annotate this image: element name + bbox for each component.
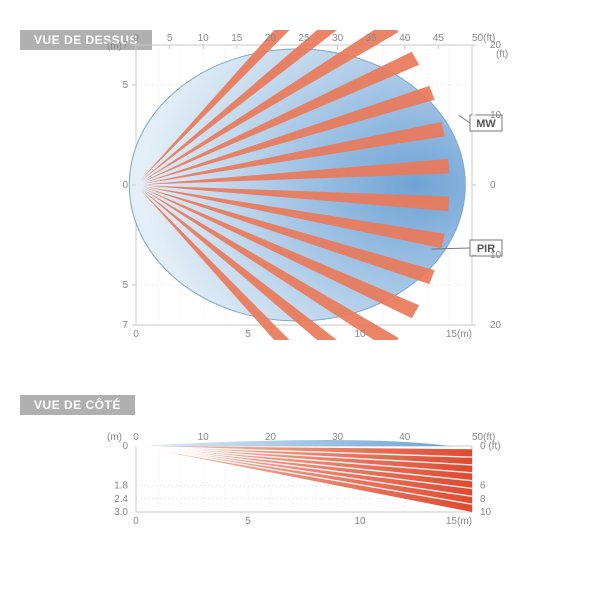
svg-text:0 (ft): 0 (ft) [480, 441, 501, 452]
svg-text:10: 10 [198, 432, 210, 443]
svg-text:0: 0 [133, 432, 139, 443]
svg-text:0: 0 [122, 441, 128, 452]
svg-text:0: 0 [490, 180, 496, 191]
svg-text:15(m): 15(m) [446, 329, 472, 340]
svg-text:20: 20 [490, 40, 502, 51]
svg-text:0: 0 [133, 33, 139, 44]
svg-text:10: 10 [198, 33, 210, 44]
svg-text:(m): (m) [107, 432, 122, 443]
svg-text:7: 7 [122, 320, 128, 331]
top-view-diagram: MWPIR(m)05101520253035404550(ft)(ft)2010… [100, 30, 520, 340]
svg-text:35: 35 [366, 33, 378, 44]
svg-text:20: 20 [265, 432, 277, 443]
svg-text:3.0: 3.0 [114, 507, 128, 518]
svg-text:30: 30 [332, 33, 344, 44]
svg-text:10: 10 [490, 110, 502, 121]
svg-text:0: 0 [122, 180, 128, 191]
svg-text:5: 5 [245, 329, 251, 340]
svg-text:45: 45 [433, 33, 445, 44]
svg-text:30: 30 [332, 432, 344, 443]
svg-text:10: 10 [480, 507, 492, 518]
svg-text:1.8: 1.8 [114, 481, 128, 492]
svg-text:5: 5 [167, 33, 173, 44]
svg-text:5: 5 [122, 80, 128, 91]
svg-text:6: 6 [480, 481, 486, 492]
svg-text:0: 0 [133, 516, 139, 527]
side-view-diagram: (m)01020304050(ft)051015(m)01.82.43.00 (… [100, 420, 520, 560]
svg-text:10: 10 [490, 250, 502, 261]
svg-text:5: 5 [245, 516, 251, 527]
svg-text:10: 10 [354, 516, 366, 527]
svg-text:15(m): 15(m) [446, 516, 472, 527]
svg-text:8: 8 [480, 494, 486, 505]
svg-text:20: 20 [490, 320, 502, 331]
svg-text:10: 10 [354, 329, 366, 340]
svg-text:7: 7 [122, 40, 128, 51]
side-view-label: VUE DE CÔTÉ [20, 395, 135, 415]
svg-text:(m): (m) [107, 41, 122, 52]
svg-text:15: 15 [231, 33, 243, 44]
svg-text:2.4: 2.4 [114, 494, 128, 505]
svg-text:40: 40 [399, 33, 411, 44]
svg-text:20: 20 [265, 33, 277, 44]
svg-text:40: 40 [399, 432, 411, 443]
svg-text:25: 25 [298, 33, 310, 44]
svg-text:5: 5 [122, 280, 128, 291]
svg-text:0: 0 [133, 329, 139, 340]
